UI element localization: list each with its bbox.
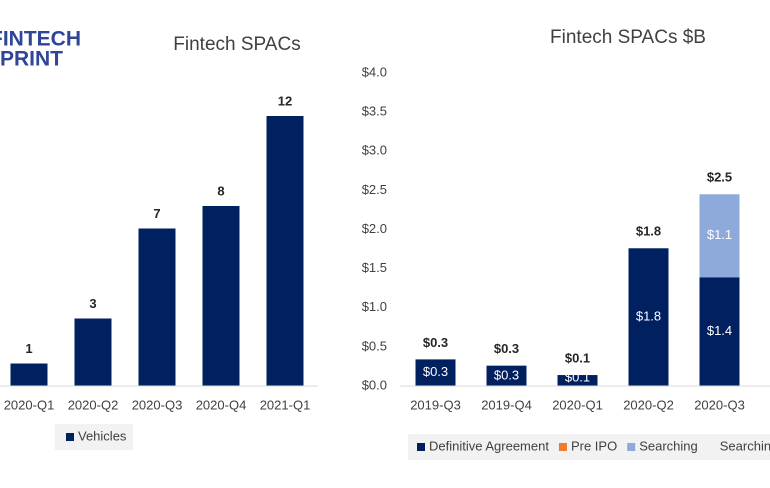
x-tick-label: 2020-Q3 (132, 397, 183, 412)
bar (138, 228, 176, 386)
bar-segment (415, 359, 456, 386)
value-label: 8 (217, 183, 224, 198)
bar (202, 206, 240, 386)
segment-label: $0.3 (494, 367, 519, 382)
y-tick-label: $0.5 (362, 338, 387, 353)
y-tick-label: $4.0 (362, 64, 387, 79)
x-tick-label: 2020-Q2 (623, 397, 674, 412)
y-tick-label: $2.5 (362, 182, 387, 197)
x-tick-label: 2020-Q4 (196, 397, 247, 412)
legend-swatch (627, 443, 636, 451)
y-tick-label: $2.0 (362, 221, 387, 236)
bar-segment (628, 248, 669, 386)
x-tick-label: 2020-Q1 (4, 397, 55, 412)
value-label: 7 (153, 206, 160, 221)
total-label: $2.5 (707, 170, 732, 185)
value-label: 3 (89, 296, 96, 311)
bar-segment (486, 365, 527, 386)
legend-swatch (707, 443, 716, 451)
y-tick-label: $3.5 (362, 104, 387, 119)
bar (74, 318, 112, 386)
total-label: $0.3 (494, 341, 519, 356)
x-tick-label: 2020-Q1 (552, 397, 603, 412)
x-tick-label: 2019-Q4 (481, 397, 532, 412)
logo-line: FINTECH (0, 28, 81, 51)
segment-label: $1.8 (636, 309, 661, 324)
bar (10, 363, 48, 386)
bar-segment (557, 375, 598, 386)
segment-label: $0.3 (423, 364, 448, 379)
bar (266, 116, 304, 386)
segment-label: $1.4 (707, 323, 732, 338)
segment-label: $0.1 (565, 369, 590, 384)
chart-title: Fintech SPACs $B (550, 27, 706, 48)
y-tick-label: $1.5 (362, 260, 387, 275)
total-label: $0.1 (565, 350, 590, 365)
bar-segment (699, 194, 740, 278)
x-tick-label: 2019-Q3 (410, 397, 461, 412)
legend-swatch (558, 443, 567, 451)
value-label: 1 (25, 341, 32, 356)
legend-label: Searching (720, 438, 770, 453)
segment-label: $1.1 (707, 227, 732, 242)
y-tick-label: $3.0 (362, 143, 387, 158)
x-tick-label: 2020-Q2 (68, 397, 119, 412)
total-label: $1.8 (636, 224, 661, 239)
legend-label: Pre IPO (571, 438, 617, 453)
legend-swatch (417, 443, 425, 451)
y-tick-label: $0.0 (362, 377, 387, 392)
legend-label: Searching (639, 438, 698, 453)
logo-line: SPRINT (0, 48, 63, 71)
legend-swatch (66, 433, 74, 441)
y-tick-label: $1.0 (362, 299, 387, 314)
value-label: 12 (278, 93, 292, 108)
legend-label: Definitive Agreement (429, 438, 549, 453)
x-tick-label: 2021-Q1 (260, 397, 311, 412)
legend-label: Vehicles (78, 428, 127, 443)
x-tick-label: 2020-Q3 (694, 397, 745, 412)
chart-title: Fintech SPACs (173, 34, 300, 55)
bar-segment (699, 277, 740, 386)
total-label: $0.3 (423, 335, 448, 350)
